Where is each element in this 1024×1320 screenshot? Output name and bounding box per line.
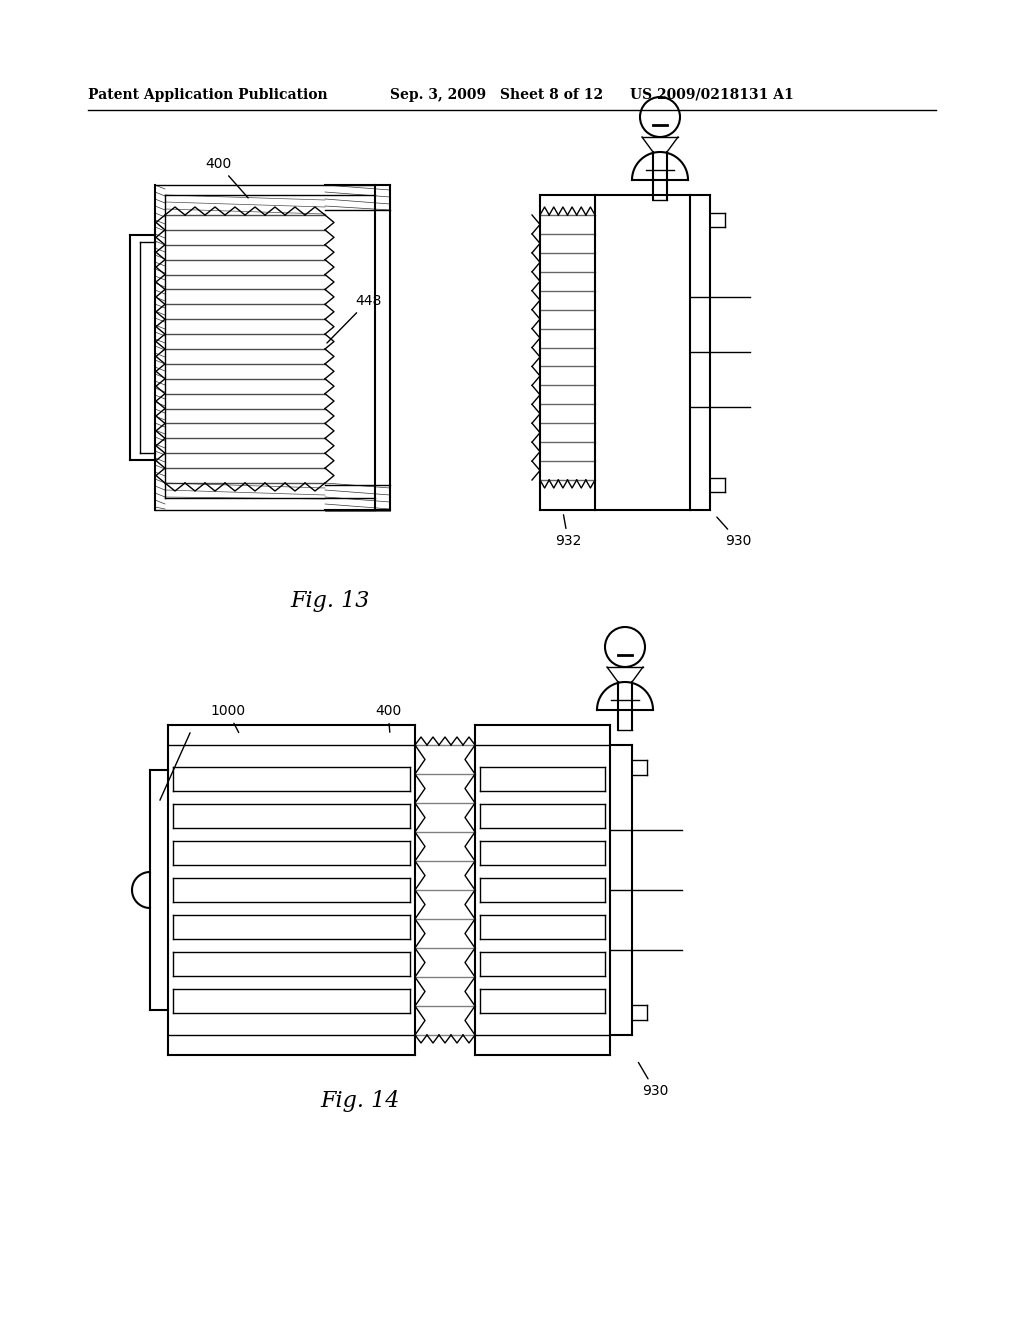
Text: 400: 400 — [205, 157, 248, 198]
Text: US 2009/0218131 A1: US 2009/0218131 A1 — [630, 88, 794, 102]
Text: Fig. 14: Fig. 14 — [321, 1090, 399, 1111]
Text: Sep. 3, 2009: Sep. 3, 2009 — [390, 88, 486, 102]
Text: Fig. 13: Fig. 13 — [291, 590, 370, 612]
Text: 930: 930 — [638, 1063, 669, 1098]
Text: 448: 448 — [327, 294, 381, 343]
Text: 930: 930 — [717, 517, 752, 548]
Text: 932: 932 — [555, 515, 582, 548]
Text: 400: 400 — [375, 704, 401, 733]
Text: 1000: 1000 — [210, 704, 245, 733]
Text: Sheet 8 of 12: Sheet 8 of 12 — [500, 88, 603, 102]
Text: Patent Application Publication: Patent Application Publication — [88, 88, 328, 102]
